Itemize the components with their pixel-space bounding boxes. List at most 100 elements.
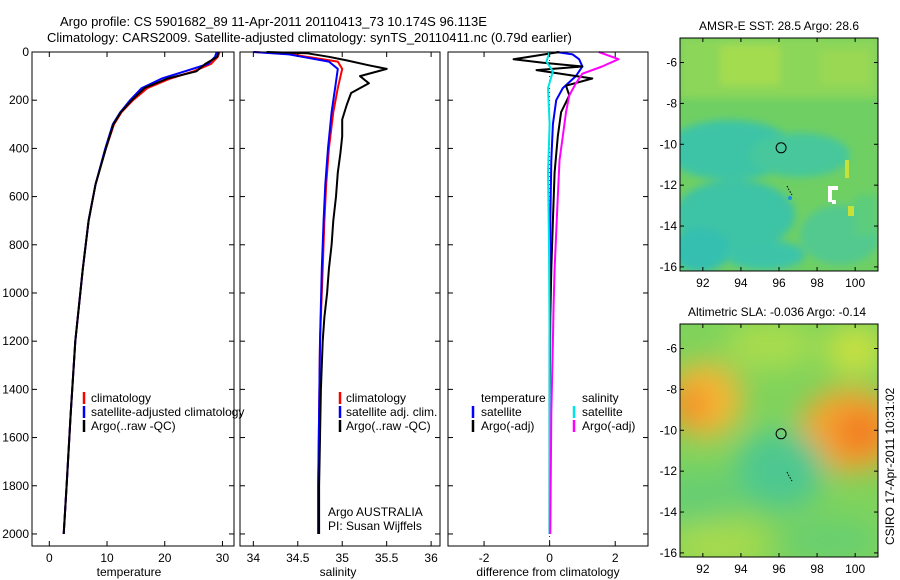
x-tick-label: 94 (734, 562, 748, 576)
legend-label-salinity-satellite: satellite (582, 405, 623, 419)
series-line-argo-raw-qc (62, 51, 220, 535)
argo-location-marker (775, 142, 787, 154)
y-tick-label: 200 (9, 93, 29, 107)
x-tick-label: 10 (100, 551, 114, 565)
series-line-climatology (253, 51, 344, 534)
y-tick-label: -10 (660, 137, 678, 151)
x-tick-label: 96 (772, 562, 786, 576)
sla-field (680, 324, 878, 557)
legend-label-argo: Argo(..raw -QC) (346, 419, 431, 433)
x-tick-label: 34.5 (286, 551, 310, 565)
y-tick-label: 400 (9, 141, 29, 155)
x-tick-label: 100 (845, 276, 865, 290)
legend-label-salinity-argo: Argo(-adj) (582, 419, 635, 433)
y-tick-label: -6 (666, 342, 677, 356)
series-line-temperature-argo-adj (512, 51, 594, 534)
difference-xlabel: difference from climatology (476, 565, 619, 579)
legend-heading-salinity: salinity (582, 391, 619, 405)
legend-label-climatology: climatology (346, 391, 406, 405)
salinity-series-group (253, 51, 388, 534)
argo-track-marker (786, 185, 793, 196)
legend-label-temperature-argo: Argo(-adj) (481, 419, 534, 433)
y-tick-label: -12 (660, 464, 678, 478)
x-tick-label: 20 (158, 551, 172, 565)
y-tick-label: 800 (9, 238, 29, 252)
y-tick-label: -14 (660, 505, 678, 519)
y-tick-label: 1800 (2, 479, 29, 493)
x-tick-label: 0 (46, 551, 53, 565)
series-line-satellite-adj-clim (253, 51, 339, 534)
series-line-salinity-argo-adj (549, 51, 620, 535)
temperature-plot-frame (31, 51, 235, 547)
legend-label-satellite-adj: satellite adj. clim. (346, 405, 437, 419)
x-tick-label: 30 (216, 551, 230, 565)
sla-map-panel: Altimetric SLA: -0.036 Argo: -0.14 92 94 9… (660, 305, 879, 576)
x-tick-label: 35 (336, 551, 350, 565)
y-tick-label: 600 (9, 190, 29, 204)
y-tick-label: -6 (666, 56, 677, 70)
legend-label-satellite-adjusted: satellite-adjusted climatology (91, 405, 244, 419)
x-tick-label: 98 (810, 276, 824, 290)
y-tick-label: 1000 (2, 286, 29, 300)
legend-label-climatology: climatology (91, 391, 151, 405)
difference-panel: -2 0 2 difference from climatology tempera… (447, 51, 649, 579)
y-tick-label: 1400 (2, 382, 29, 396)
difference-plot-frame (447, 51, 649, 547)
series-line-temperature-satellite (548, 51, 584, 534)
x-tick-label: 0 (546, 551, 553, 565)
salinity-axis-ticks: 34 34.5 35 35.5 36 (240, 51, 440, 565)
pi-label: PI: Susan Wijffels (328, 519, 422, 533)
difference-legend: temperature satellite Argo(-adj) salinit… (471, 391, 635, 433)
x-tick-label: 94 (734, 276, 748, 290)
y-tick-label: -12 (660, 178, 678, 192)
y-tick-label: 0 (22, 45, 29, 59)
sla-map-title: Altimetric SLA: -0.036 Argo: -0.14 (688, 305, 866, 319)
sst-map-axis-ticks: 92 94 96 98 100 -6 -8 -10 -12 -14 -16 (660, 38, 878, 290)
argo-location-marker (775, 428, 787, 440)
csiro-timestamp-label: CSIRO 17-Apr-2011 10:31:02 (883, 387, 897, 545)
legend-label-argo: Argo(..raw -QC) (91, 419, 176, 433)
x-tick-label: 100 (845, 562, 865, 576)
x-tick-label: 2 (612, 551, 619, 565)
x-tick-label: 96 (772, 276, 786, 290)
y-tick-label: 1600 (2, 431, 29, 445)
legend-label-temperature-satellite: satellite (481, 405, 522, 419)
argo-track-marker (786, 471, 793, 482)
x-tick-label: 98 (810, 562, 824, 576)
y-tick-label: -14 (660, 219, 678, 233)
x-tick-label: 34 (247, 551, 261, 565)
y-tick-label: 1200 (2, 334, 29, 348)
salinity-plot-frame (239, 51, 441, 547)
temperature-series-group (62, 51, 221, 535)
y-tick-label: 2000 (2, 527, 29, 541)
x-tick-label: 92 (696, 276, 710, 290)
series-line-satellite-adjusted-climatology (62, 51, 218, 535)
difference-series-group (512, 51, 620, 546)
temperature-panel: 0 10 20 30 0 200 400 600 800 1000 1200 1400 1600 1800… (2, 45, 244, 579)
difference-axis-ticks: -2 0 2 (448, 51, 648, 565)
y-tick-label: -8 (666, 96, 677, 110)
salinity-legend: climatology satellite adj. clim. Argo(..… (338, 391, 437, 433)
series-line-salinity-satellite (545, 51, 554, 534)
title-line-1: Argo profile: CS 5901682_89 11-Apr-2011 … (60, 14, 487, 29)
x-tick-label: 92 (696, 562, 710, 576)
argo-australia-label: Argo AUSTRALIA (328, 505, 423, 519)
y-tick-label: -8 (666, 382, 677, 396)
sst-map-panel: AMSR-E SST: 28.5 Argo: 28.6 (660, 19, 879, 290)
sla-map-axis-ticks: 92 94 96 98 100 -6 -8 -10 -12 -14 -16 (660, 324, 878, 576)
x-tick-label: -2 (479, 551, 490, 565)
title-line-2: Climatology: CARS2009. Satellite-adjuste… (47, 30, 572, 45)
temperature-axis-ticks: 0 10 20 30 0 200 400 600 800 1000 1200 1400 1600 1800… (2, 45, 234, 565)
temperature-legend: climatology satellite-adjusted climatolo… (82, 391, 244, 433)
sst-field (680, 38, 878, 271)
sst-map-title: AMSR-E SST: 28.5 Argo: 28.6 (699, 19, 859, 33)
temperature-xlabel: temperature (97, 565, 162, 579)
series-line-climatology (62, 51, 221, 535)
series-line-argo-raw-qc (266, 51, 388, 534)
y-tick-label: -16 (660, 260, 678, 274)
legend-heading-temperature: temperature (481, 391, 546, 405)
x-tick-label: 35.5 (375, 551, 399, 565)
salinity-xlabel: salinity (320, 565, 357, 579)
salinity-panel: 34 34.5 35 35.5 36 salinity climatology sate… (239, 51, 441, 579)
